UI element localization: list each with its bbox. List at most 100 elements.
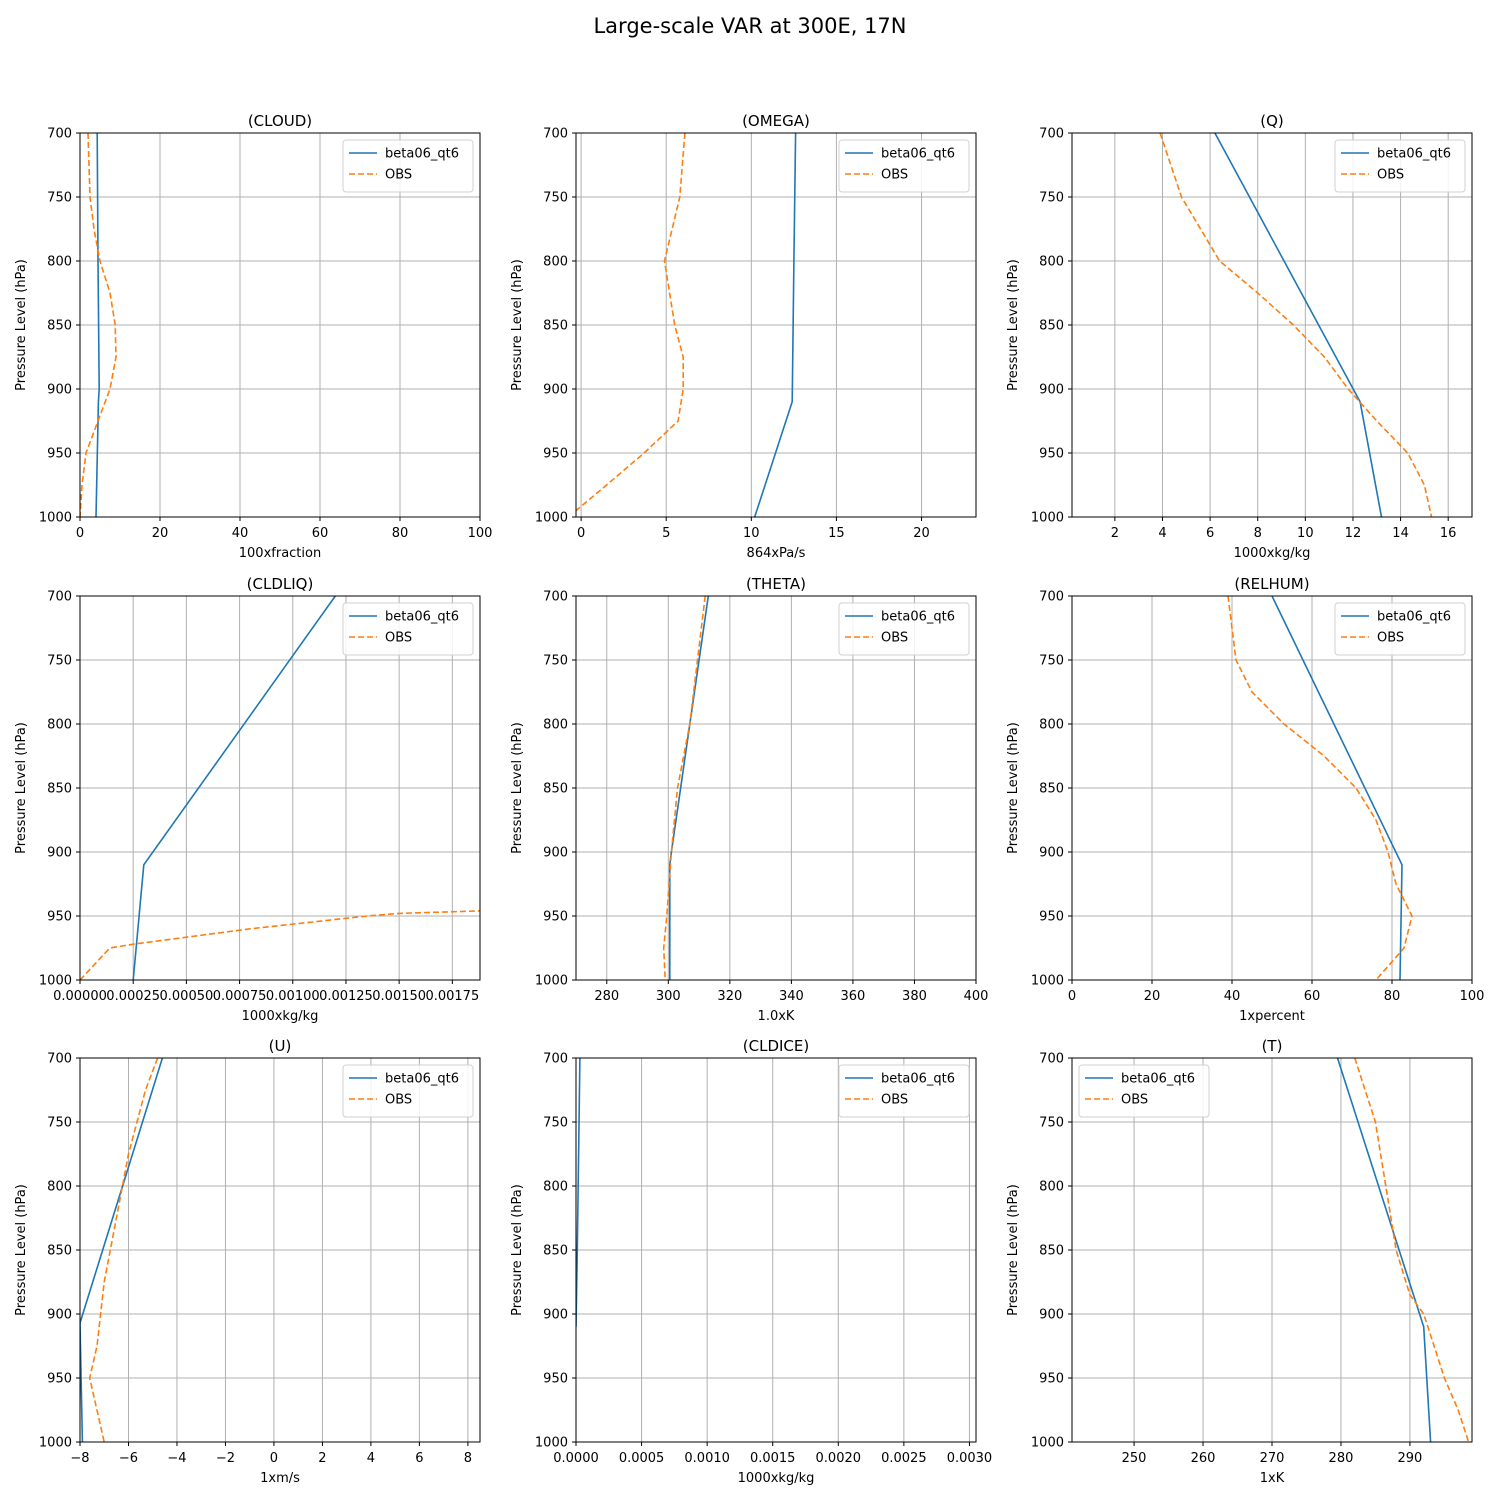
obs-series-line: [1159, 133, 1433, 517]
x-tick-label: 0.00100: [266, 989, 320, 1004]
x-axis-label: 1xK: [1260, 1471, 1285, 1486]
x-tick-label: −2: [216, 1451, 235, 1466]
x-tick-label: 6: [415, 1451, 423, 1466]
y-tick-label: 1000: [39, 1436, 72, 1451]
legend-label: OBS: [1377, 168, 1404, 183]
legend-label: beta06_qt6: [881, 610, 955, 625]
model-series-line: [753, 133, 797, 517]
x-tick-label: 280: [1329, 1451, 1354, 1466]
y-tick-label: 700: [543, 127, 568, 142]
x-tick-label: 80: [1384, 989, 1401, 1004]
axes-frame: [575, 1057, 977, 1443]
x-tick-label: 40: [232, 526, 249, 541]
x-tick-label: 400: [964, 989, 989, 1004]
legend: beta06_qt6 OBS: [1334, 139, 1466, 193]
y-tick-label: 1000: [535, 1436, 568, 1451]
y-tick-label: 700: [543, 590, 568, 605]
x-tick-label: 250: [1122, 1451, 1147, 1466]
y-tick-label: 850: [47, 1244, 72, 1259]
y-tick-label: 950: [1039, 447, 1064, 462]
y-axis-label: Pressure Level (hPa): [510, 722, 525, 854]
subplot-title: (U): [269, 1037, 292, 1055]
subplot-t: 250 260 270 280 290 700 750 800 850 900 950 1000 (T)…: [1006, 1037, 1473, 1486]
subplot-title: (OMEGA): [742, 112, 810, 130]
subplot-title: (RELHUM): [1234, 575, 1309, 593]
x-tick-label: 360: [841, 989, 866, 1004]
y-axis-label: Pressure Level (hPa): [14, 1184, 29, 1316]
y-tick-label: 900: [543, 846, 568, 861]
legend: beta06_qt6 OBS: [1334, 602, 1466, 656]
x-tick-label: 0.0015: [750, 1451, 796, 1466]
subplot-theta: 280 300 320 340 360 380 400 700 750 800 850 900 950 1…: [510, 575, 988, 1024]
y-tick-label: 700: [1039, 590, 1064, 605]
y-tick-label: 950: [543, 447, 568, 462]
x-axis-label: 100xfraction: [239, 546, 321, 561]
legend-label: beta06_qt6: [385, 147, 459, 162]
x-tick-label: 0.0030: [947, 1451, 993, 1466]
y-tick-label: 900: [1039, 383, 1064, 398]
y-tick-label: 900: [1039, 1308, 1064, 1323]
x-axis-label: 1000xkg/kg: [1234, 546, 1311, 561]
legend: beta06_qt6 OBS: [342, 139, 474, 193]
axes-frame: [79, 1057, 481, 1443]
x-tick-label: 8: [1254, 526, 1262, 541]
x-tick-label: 10: [1297, 526, 1314, 541]
obs-series-line: [1227, 596, 1413, 980]
x-tick-label: 380: [902, 989, 927, 1004]
legend-label: beta06_qt6: [385, 610, 459, 625]
axes-frame: [1071, 132, 1473, 518]
x-tick-label: 260: [1191, 1451, 1216, 1466]
y-tick-label: 1000: [1031, 511, 1064, 526]
figure-title: Large-scale VAR at 300E, 17N: [593, 14, 907, 38]
subplot-title: (Q): [1260, 112, 1284, 130]
x-axis-label: 1xpercent: [1239, 1009, 1305, 1024]
legend-label: beta06_qt6: [1377, 147, 1451, 162]
y-tick-label: 750: [1039, 191, 1064, 206]
subplot-title: (THETA): [746, 575, 806, 593]
y-tick-label: 950: [1039, 1372, 1064, 1387]
legend: beta06_qt6 OBS: [838, 602, 970, 656]
y-tick-label: 750: [1039, 1116, 1064, 1131]
axes-frame: [575, 132, 977, 518]
y-tick-label: 750: [543, 654, 568, 669]
y-tick-label: 850: [47, 319, 72, 334]
subplot-title: (CLDICE): [743, 1037, 809, 1055]
x-tick-label: 40: [1224, 989, 1241, 1004]
legend-label: OBS: [881, 1093, 908, 1108]
y-tick-label: 800: [47, 718, 72, 733]
legend-label: beta06_qt6: [385, 1072, 459, 1087]
legend-label: beta06_qt6: [881, 147, 955, 162]
model-series-line: [95, 133, 101, 517]
model-series-line: [1336, 1058, 1432, 1442]
y-axis-label: Pressure Level (hPa): [1006, 259, 1021, 391]
x-tick-label: 0: [76, 526, 84, 541]
y-tick-label: 800: [1039, 255, 1064, 270]
y-tick-label: 700: [47, 590, 72, 605]
legend-label: beta06_qt6: [1377, 610, 1451, 625]
legend-label: OBS: [881, 168, 908, 183]
y-tick-label: 950: [47, 447, 72, 462]
x-tick-label: 20: [1144, 989, 1161, 1004]
y-tick-label: 700: [1039, 127, 1064, 142]
x-tick-label: 0.00025: [106, 989, 160, 1004]
y-tick-label: 900: [47, 846, 72, 861]
x-tick-label: 0.00125: [319, 989, 373, 1004]
y-tick-label: 900: [543, 383, 568, 398]
y-tick-label: 900: [47, 383, 72, 398]
y-axis-label: Pressure Level (hPa): [510, 259, 525, 391]
x-tick-label: 0: [577, 526, 585, 541]
x-axis-label: 864xPa/s: [747, 546, 806, 561]
y-tick-label: 900: [1039, 846, 1064, 861]
legend-label: OBS: [385, 1093, 412, 1108]
x-tick-label: 2: [1111, 526, 1119, 541]
subplot-cldice: 0.0000 0.0005 0.0010 0.0015 0.0020 0.0025 0.00…: [510, 1037, 992, 1486]
y-tick-label: 800: [543, 1180, 568, 1195]
x-axis-label: 1000xkg/kg: [242, 1009, 319, 1024]
axes-frame: [79, 132, 481, 518]
y-axis-label: Pressure Level (hPa): [14, 259, 29, 391]
x-tick-label: 4: [1158, 526, 1166, 541]
y-tick-label: 750: [47, 191, 72, 206]
y-tick-label: 950: [1039, 910, 1064, 925]
y-tick-label: 750: [543, 1116, 568, 1131]
subplot-q: 2 4 6 8 10 12 14 16 700 750 800 850 900 950 1000 (Q) 100…: [1006, 112, 1473, 561]
